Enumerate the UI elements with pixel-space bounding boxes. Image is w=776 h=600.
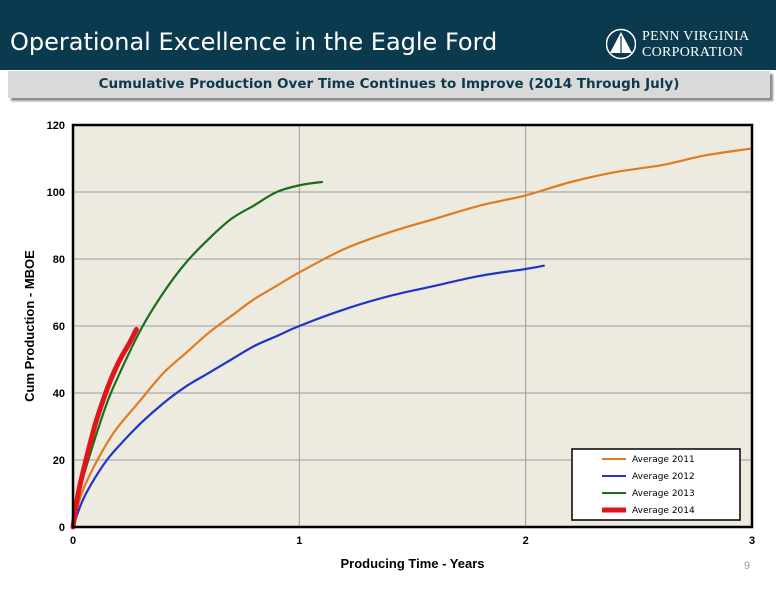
legend-label: Average 2013 [632, 489, 695, 499]
series-line-4 [70, 326, 139, 530]
y-tick-label: 120 [47, 120, 65, 132]
y-tick-label: 40 [53, 388, 65, 400]
logo-text: PENN VIRGINIA CORPORATION [642, 29, 749, 61]
plot-border [71, 123, 754, 529]
slide-title: Operational Excellence in the Eagle Ford [10, 28, 498, 56]
tick-labels: 0 1 2 3 0 20 40 60 80 100 120 [47, 120, 755, 547]
x-tick-label: 1 [296, 535, 302, 547]
series-line-1 [71, 147, 754, 529]
chart-subtitle: Cumulative Production Over Time Continue… [98, 76, 680, 92]
logo-line2: CORPORATION [642, 45, 744, 60]
y-tick-label: 0 [59, 522, 65, 534]
legend-label: Average 2014 [632, 506, 695, 516]
x-tick-label: 2 [523, 535, 529, 547]
page-number: 9 [744, 560, 751, 572]
triangle-logo-icon [606, 28, 636, 60]
legend-label: Average 2012 [632, 472, 695, 482]
company-logo: PENN VIRGINIA CORPORATION [606, 27, 770, 63]
y-tick-label: 60 [53, 321, 65, 333]
x-tick-label: 3 [749, 535, 755, 547]
y-tick-label: 20 [53, 455, 65, 467]
series-line-2 [71, 264, 545, 529]
x-axis-label: Producing Time - Years [340, 556, 484, 571]
legend: Average 2011 Average 2012 Average 2013 Aver… [571, 448, 741, 521]
y-tick-label: 100 [47, 187, 65, 199]
y-tick-label: 80 [53, 254, 65, 266]
subtitle-bar: Cumulative Production Over Time Continue… [8, 71, 770, 98]
legend-label: Average 2011 [632, 455, 695, 465]
legend-box [571, 448, 741, 521]
x-tick-label: 0 [70, 535, 76, 547]
title-bar: Operational Excellence in the Eagle Ford… [0, 0, 776, 70]
y-axis-label: Cum Production - MBOE [22, 250, 37, 402]
logo-line1: PENN VIRGINIA [642, 29, 750, 44]
series-layer [70, 147, 754, 530]
